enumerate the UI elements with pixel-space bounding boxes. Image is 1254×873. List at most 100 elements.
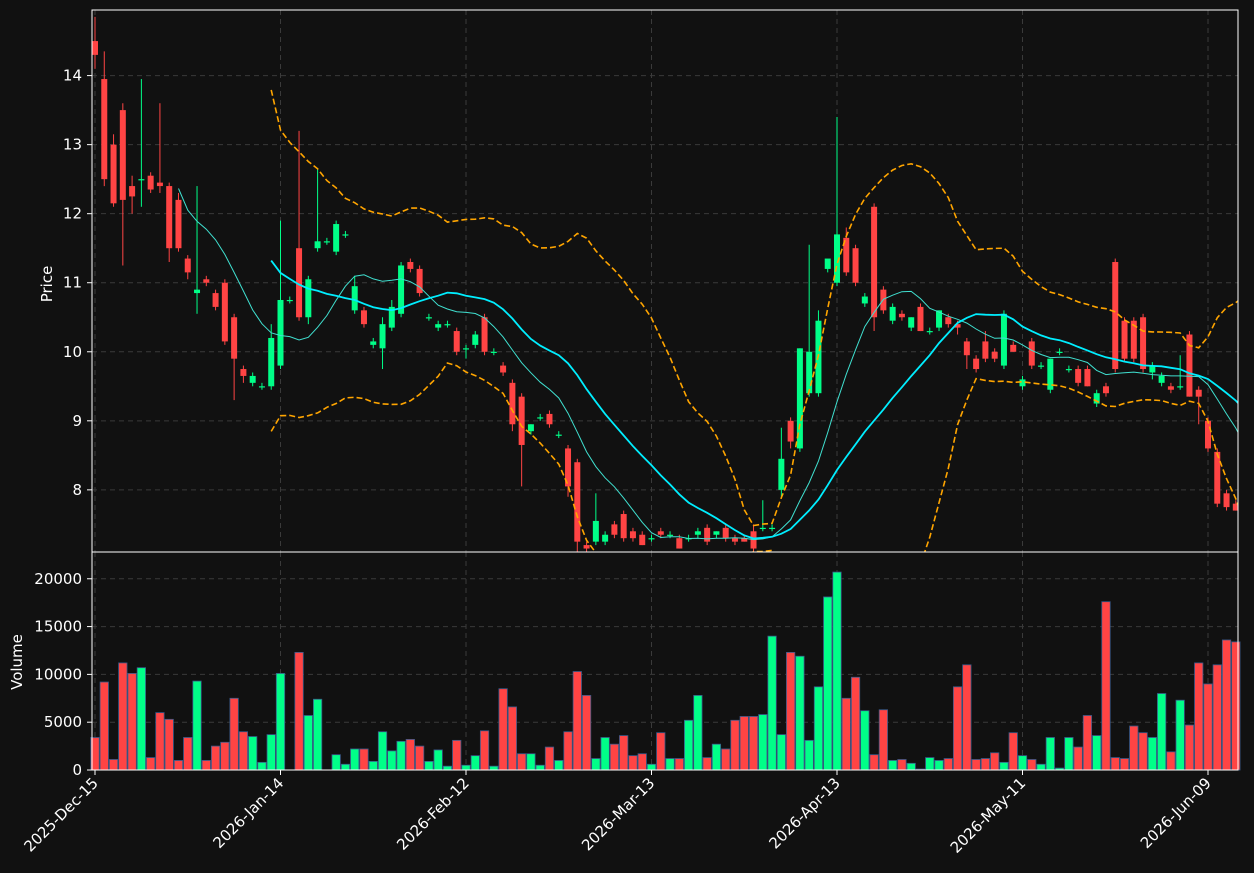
volume-bar — [1027, 759, 1037, 771]
volume-bar — [841, 697, 851, 771]
candle-body — [92, 41, 98, 55]
candle-body — [360, 310, 367, 325]
candle-body — [871, 206, 878, 318]
volume-bar — [415, 745, 425, 771]
candle-body — [991, 351, 998, 359]
candle-body — [110, 144, 117, 204]
volume-bar — [1138, 732, 1148, 771]
candle-body — [129, 186, 136, 197]
volume-panel-frame — [91, 551, 1239, 771]
volume-bar — [1082, 715, 1093, 771]
candle-body — [500, 365, 507, 373]
volume-bar — [860, 710, 870, 771]
price-tick-label: 8 — [72, 481, 82, 499]
volume-axis-ticks: 0 5000 10000 15000 20000 — [34, 570, 92, 779]
candle-body — [305, 279, 312, 318]
candle-body — [119, 110, 126, 200]
candle-body — [1028, 341, 1035, 366]
volume-bar — [730, 719, 740, 771]
volume-bar — [693, 695, 703, 771]
volume-bar — [535, 764, 545, 771]
candle-body — [379, 324, 386, 349]
candle-body — [509, 382, 516, 425]
volume-bar — [377, 731, 388, 771]
candle-body — [565, 448, 572, 487]
volume-bar — [999, 761, 1009, 771]
candle-body — [388, 306, 395, 328]
volume-bar — [711, 743, 722, 771]
candle-body — [277, 299, 284, 366]
volume-bar — [155, 712, 165, 771]
candle-body — [676, 538, 683, 549]
candle-body — [1149, 365, 1156, 373]
volume-bar — [1221, 639, 1232, 771]
volume-bar — [776, 734, 786, 771]
volume-bar — [396, 740, 406, 771]
candle-body — [704, 527, 711, 542]
candle-body — [796, 348, 803, 449]
candle-body — [342, 234, 349, 236]
price-tick-label: 14 — [63, 67, 82, 85]
volume-bar — [238, 731, 248, 771]
volume-bar — [1129, 725, 1139, 771]
volume-bar — [368, 760, 378, 771]
candle-body — [351, 286, 358, 311]
candle-body — [416, 268, 423, 294]
volume-bar — [646, 763, 657, 771]
volume-bar — [1045, 737, 1055, 771]
volume-tick-label: 5000 — [44, 713, 82, 731]
volume-bar — [303, 715, 313, 771]
candle-body — [1000, 313, 1007, 366]
volume-bar — [164, 718, 174, 771]
volume-bar — [340, 763, 351, 771]
volume-bar — [1008, 732, 1018, 771]
volume-bar — [136, 667, 146, 771]
candle-body — [1075, 369, 1082, 383]
price-tick-label: 11 — [63, 274, 82, 292]
volume-bar — [943, 758, 953, 771]
candle-body — [203, 279, 210, 283]
candle-body — [175, 199, 182, 249]
candle-body — [1130, 320, 1137, 359]
volume-bar — [192, 680, 202, 771]
price-tick-label: 13 — [63, 136, 82, 154]
candle-body — [555, 434, 562, 436]
candle-body — [268, 337, 275, 387]
volume-bar — [1203, 683, 1213, 771]
candle-body — [101, 79, 108, 180]
candle-body — [926, 331, 933, 333]
candle-body — [231, 317, 238, 359]
candle-body — [898, 313, 905, 318]
volume-bar — [1092, 735, 1102, 771]
volume-bar — [1119, 758, 1130, 771]
volume-bar — [442, 765, 453, 771]
candle-body — [1223, 493, 1230, 508]
candle-body — [759, 527, 766, 530]
candle-body — [463, 348, 469, 350]
volume-bar — [665, 758, 675, 771]
volume-bar — [591, 758, 601, 771]
volume-bar — [470, 755, 480, 771]
candle-body — [1167, 386, 1174, 390]
volume-bar — [739, 716, 749, 771]
candle-body — [936, 310, 943, 328]
candle-body — [1019, 379, 1026, 387]
candle-body — [184, 258, 191, 273]
candle-body — [194, 289, 201, 294]
candle-body — [1056, 351, 1063, 353]
candle-body — [240, 369, 247, 376]
candle-body — [861, 296, 868, 304]
volume-bar — [127, 673, 137, 771]
volume-bar — [823, 596, 833, 771]
volume-bar — [869, 754, 879, 771]
price-axis-title: Price — [38, 266, 56, 303]
volume-bar — [897, 759, 907, 771]
candle-body — [982, 341, 989, 359]
candle-body — [1214, 451, 1221, 504]
volume-bar — [201, 760, 211, 771]
candle-body — [620, 514, 627, 539]
volume-bar — [146, 757, 156, 771]
candle-body — [518, 396, 525, 445]
volume-bar — [767, 635, 777, 771]
volume-bar — [581, 695, 592, 771]
